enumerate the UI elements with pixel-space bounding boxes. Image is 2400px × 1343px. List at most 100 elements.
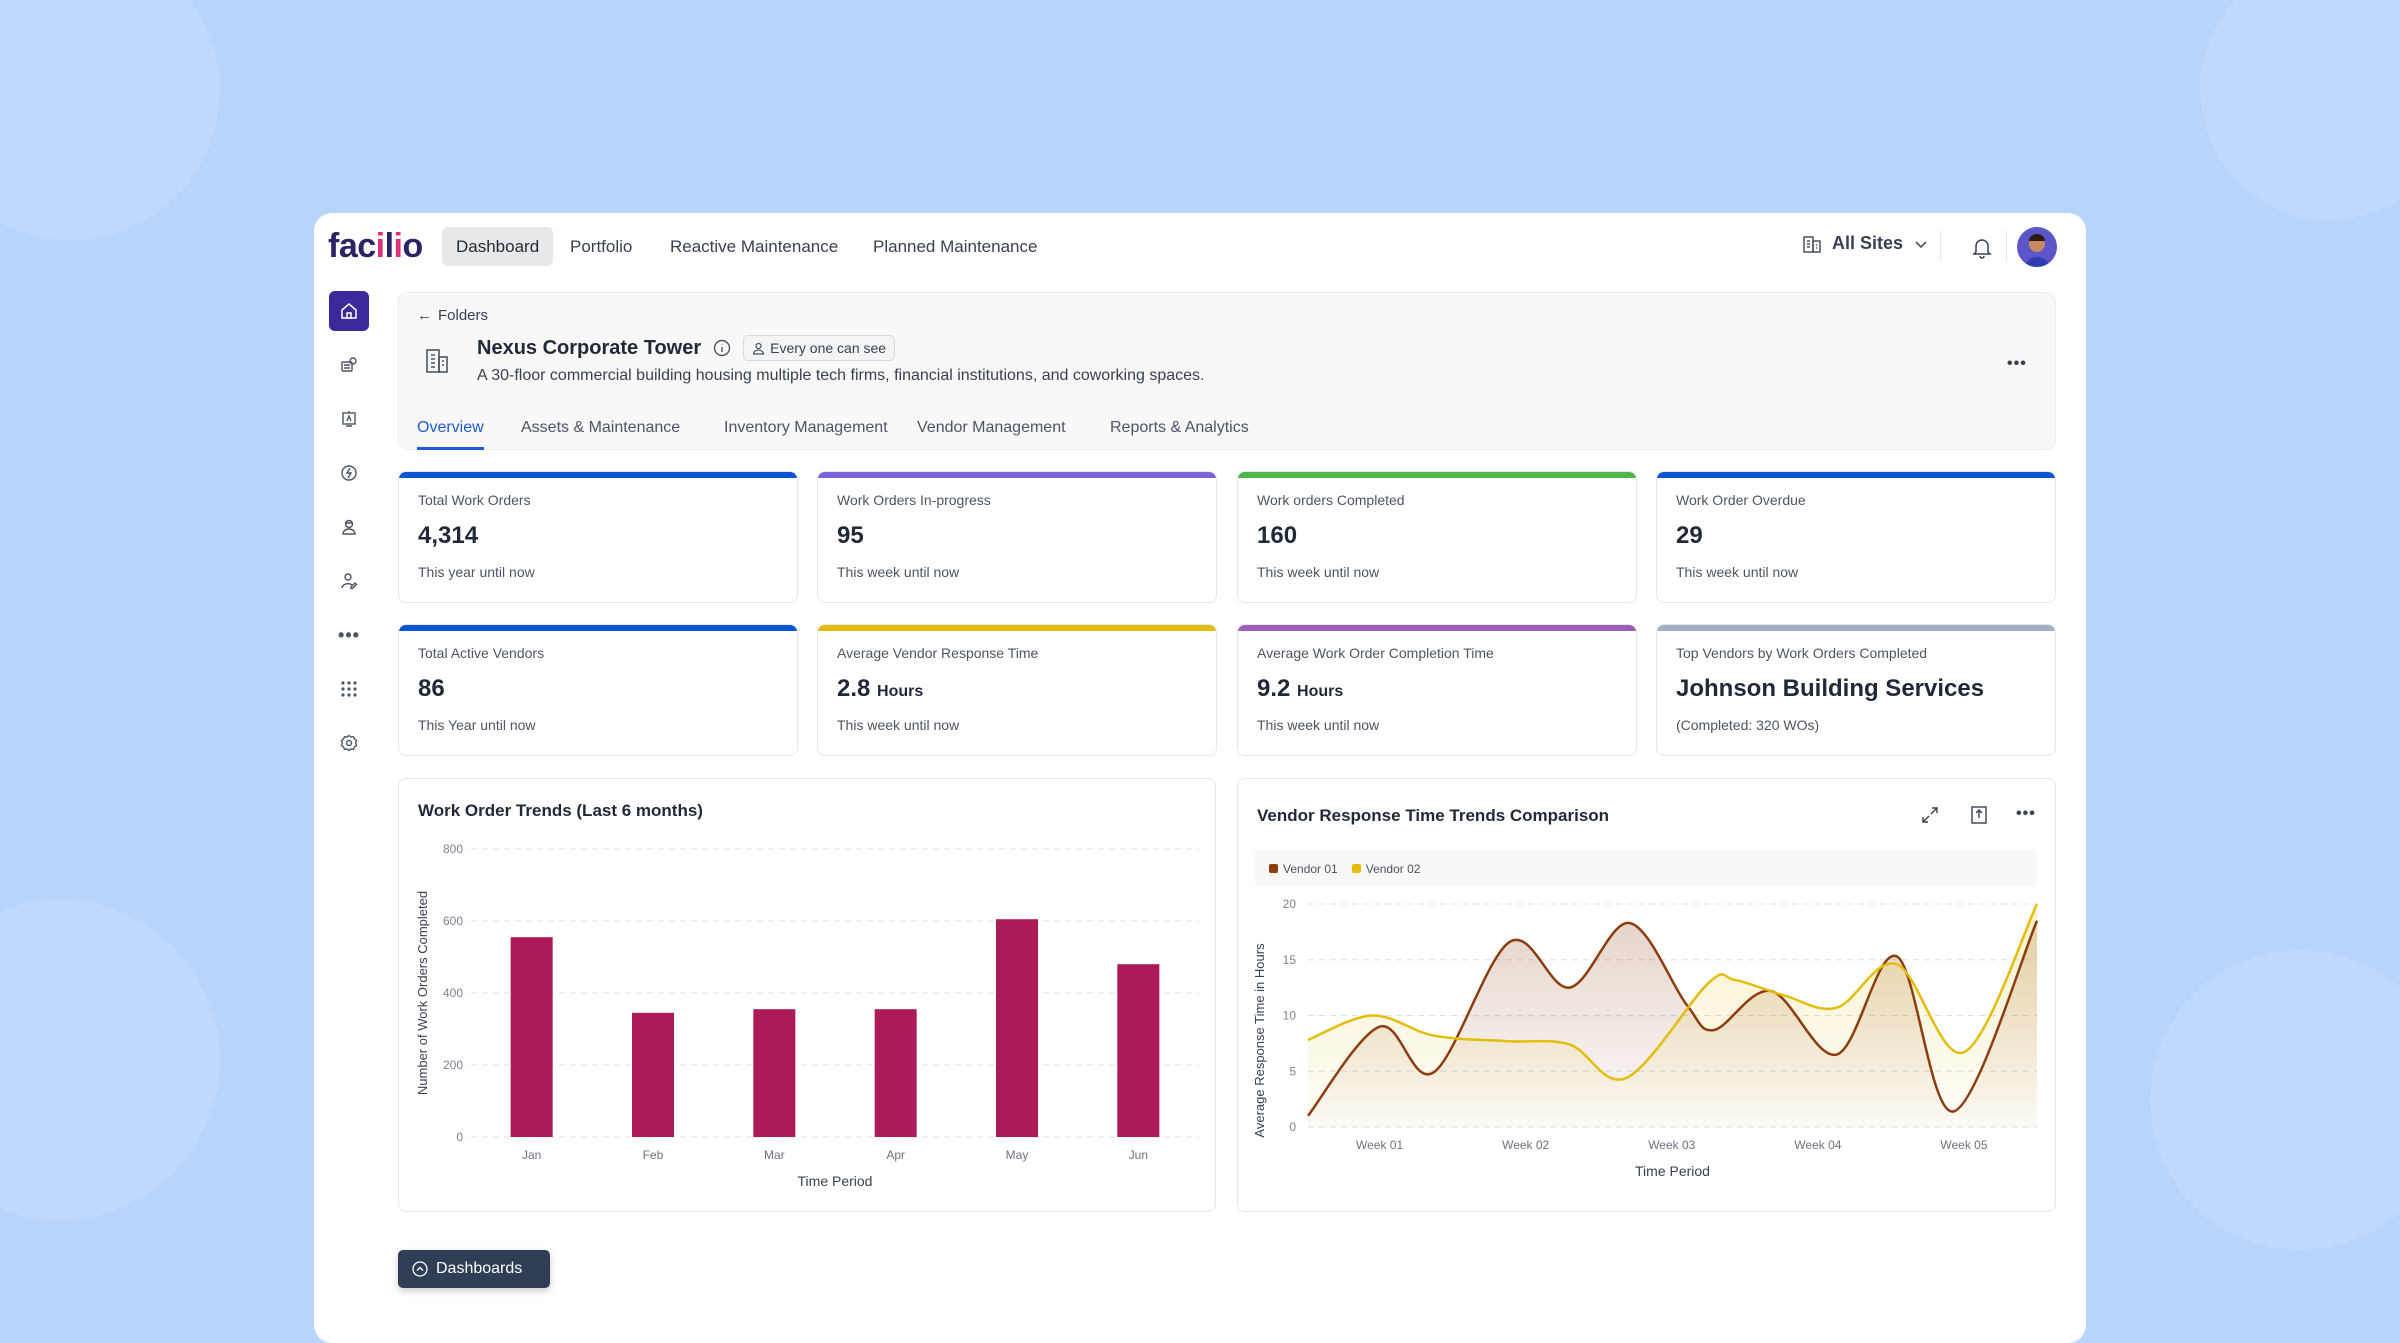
dashboard-header-panel: ← Folders Nexus Corporate Tower Every one… (398, 292, 2056, 450)
card-subtext: This week until now (837, 564, 960, 580)
card-label: Work Order Overdue (1676, 492, 1806, 508)
stat-card[interactable]: Total Work Orders 4,314 This year until … (398, 471, 798, 603)
bar-may (996, 919, 1038, 1137)
more-options-icon[interactable]: ••• (2016, 805, 2036, 822)
chevron-up-circle-icon (412, 1261, 428, 1277)
card-label: Average Vendor Response Time (837, 645, 1039, 661)
nav-tab-dashboard[interactable]: Dashboard (442, 227, 554, 266)
dashboards-button[interactable]: Dashboards (398, 1250, 550, 1288)
settings-icon (340, 734, 358, 752)
divider (1940, 231, 1941, 261)
card-value: 160 (1257, 522, 1297, 550)
stat-card[interactable]: Average Vendor Response Time 2.8 Hours T… (817, 624, 1217, 756)
site-selector[interactable]: All Sites (1802, 233, 1929, 254)
card-value-number: 2.8 (837, 675, 871, 702)
visibility-badge[interactable]: Every one can see (743, 335, 896, 361)
card-subtext: (Completed: 320 WOs) (1676, 717, 1820, 733)
chart-title: Vendor Response Time Trends Comparison (1257, 806, 1610, 825)
site-selector-label: All Sites (1832, 233, 1904, 253)
dashboards-button-label: Dashboards (436, 1260, 523, 1277)
sidebar-item-more[interactable]: ••• (329, 615, 369, 655)
nav-tab-reactive-maintenance[interactable]: Reactive Maintenance (670, 237, 839, 256)
stat-card[interactable]: Work orders Completed 160 This week unti… (1237, 471, 1637, 603)
sidebar-item-energy[interactable] (329, 453, 369, 493)
kiosk-icon (342, 411, 356, 427)
card-value-number: 160 (1257, 522, 1298, 549)
card-value: 86 (418, 675, 445, 703)
legend-label: Vendor 01 (1283, 861, 1338, 876)
facilio-logo[interactable]: facilio (328, 227, 423, 265)
more-options-icon[interactable]: ••• (2007, 355, 2027, 372)
export-icon[interactable] (1969, 805, 1989, 830)
card-value-number: Johnson Building Services (1676, 675, 1985, 702)
energy-icon (341, 465, 357, 481)
stat-card[interactable]: Total Active Vendors 86 This Year until … (398, 624, 798, 756)
info-icon[interactable] (713, 339, 731, 357)
sidebar-item-home[interactable] (329, 291, 369, 331)
back-label: Folders (438, 307, 489, 324)
stat-card[interactable]: Work Orders In-progress 95 This week unt… (817, 471, 1217, 603)
card-label: Work orders Completed (1257, 492, 1405, 508)
y-tick-label: 0 (456, 1130, 463, 1144)
nav-tab-planned-maintenance[interactable]: Planned Maintenance (873, 237, 1038, 256)
card-value-number: 29 (1676, 522, 1703, 549)
avatar[interactable] (2017, 227, 2057, 267)
sidebar-item-tools[interactable] (329, 345, 369, 385)
vendor-response-trends-card: Vendor Response Time Trends Comparison •… (1237, 778, 2056, 1212)
stat-card[interactable]: Work Order Overdue 29 This week until no… (1656, 471, 2056, 603)
bar-jun (1117, 964, 1160, 1137)
sidebar-item-settings[interactable] (329, 723, 369, 763)
card-value: 2.8 Hours (837, 675, 923, 703)
card-accent-bar (1238, 472, 1636, 478)
tab-overview[interactable]: Overview (417, 419, 484, 450)
card-accent-bar (1657, 625, 2055, 631)
y-tick-label: 200 (443, 1058, 463, 1072)
bar-apr (874, 1009, 917, 1137)
series-line-2 (1307, 903, 2039, 1081)
back-to-folders-link[interactable]: ← Folders (417, 307, 488, 324)
nav-tab-portfolio[interactable]: Portfolio (570, 237, 633, 256)
building-icon (1803, 235, 1821, 253)
x-axis-title: Time Period (798, 1173, 873, 1189)
bar-jan (510, 937, 553, 1137)
stat-card[interactable]: Top Vendors by Work Orders Completed Joh… (1656, 624, 2056, 756)
app-window: facilio Dashboard Portfolio Reactive Mai… (314, 213, 2086, 1343)
more-icon: ••• (338, 624, 360, 645)
expand-icon[interactable] (1920, 805, 1940, 830)
bell-icon[interactable] (1972, 237, 1992, 264)
card-subtext: This week until now (1676, 564, 1799, 580)
legend-item-vendor-01[interactable]: Vendor 01 (1269, 862, 1338, 876)
sidebar-item-apps[interactable] (329, 669, 369, 709)
legend-item-vendor-02[interactable]: Vendor 02 (1351, 862, 1420, 876)
card-subtext: This year until now (418, 564, 535, 580)
vendor-icon (341, 573, 358, 590)
y-tick-label: 15 (1283, 953, 1297, 967)
sidebar-item-technician[interactable] (329, 507, 369, 547)
tab-inventory-management[interactable]: Inventory Management (724, 419, 888, 436)
x-tick-label: Jun (1129, 1148, 1148, 1162)
page-title: Nexus Corporate Tower (477, 336, 702, 359)
tab-vendor-management[interactable]: Vendor Management (917, 419, 1066, 436)
card-accent-bar (1657, 472, 2055, 478)
bar-feb (632, 1012, 674, 1137)
tab-reports-analytics[interactable]: Reports & Analytics (1110, 419, 1249, 436)
card-value: 29 (1676, 522, 1703, 550)
y-tick-label: 20 (1283, 897, 1297, 911)
y-tick-label: 400 (443, 986, 463, 1000)
sidebar-item-vendor[interactable] (329, 561, 369, 601)
sidebar-item-kiosk[interactable] (329, 399, 369, 439)
y-tick-label: 5 (1289, 1064, 1296, 1078)
title-row: Nexus Corporate Tower Every one can see (477, 335, 896, 361)
card-accent-bar (1238, 625, 1636, 631)
y-tick-label: 10 (1283, 1009, 1297, 1023)
y-axis-title: Number of Work Orders Completed (415, 891, 430, 1095)
card-subtext: This week until now (1257, 717, 1380, 733)
arrow-left-icon: ← (417, 307, 432, 324)
stat-card[interactable]: Average Work Order Completion Time 9.2 H… (1237, 624, 1637, 756)
bar-mar (753, 1009, 796, 1137)
x-tick-label: Jan (522, 1148, 541, 1162)
x-tick-label: Apr (886, 1148, 905, 1162)
technician-icon (342, 519, 356, 535)
card-value-number: 95 (837, 522, 864, 549)
tab-assets-maintenance[interactable]: Assets & Maintenance (521, 419, 681, 436)
